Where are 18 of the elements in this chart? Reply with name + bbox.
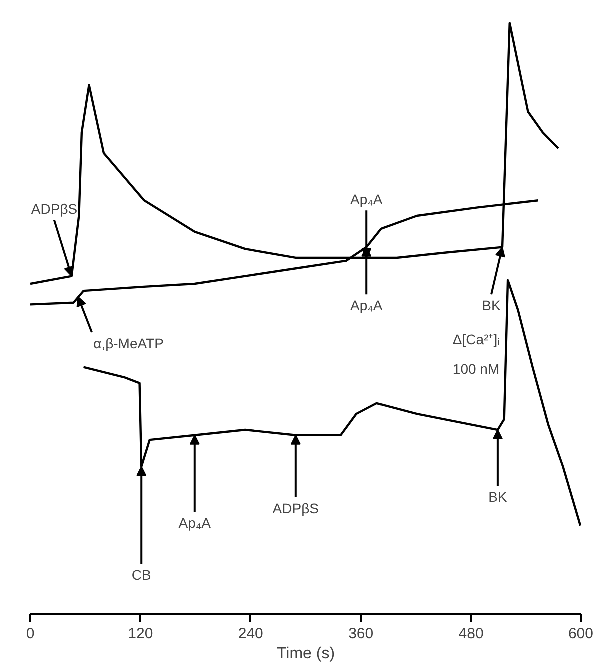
annotation: 100 nM — [452, 361, 500, 378]
x-tick-label: 0 — [26, 626, 35, 642]
x-tick-label: 360 — [348, 626, 374, 642]
annotation: Ap₄A — [350, 192, 384, 208]
x-tick-label: 600 — [568, 626, 593, 642]
annotation: BK — [488, 489, 508, 506]
x-axis-title: Time (s) — [276, 646, 336, 662]
x-tick-label: 120 — [128, 626, 154, 642]
annotation: ADPβS — [272, 500, 319, 516]
annotation: Ap₄A — [350, 298, 384, 314]
annotation: ADPβS — [31, 201, 78, 218]
annotation: BK — [482, 298, 502, 314]
x-tick-label: 480 — [458, 626, 484, 642]
annotation: CB — [132, 567, 152, 584]
annotation: Ap₄A — [178, 515, 212, 532]
annotation: Δ[Ca²⁺]ᵢ — [452, 332, 500, 348]
annotation: α,β-MeATP — [94, 335, 164, 352]
x-tick-label: 240 — [238, 626, 264, 642]
